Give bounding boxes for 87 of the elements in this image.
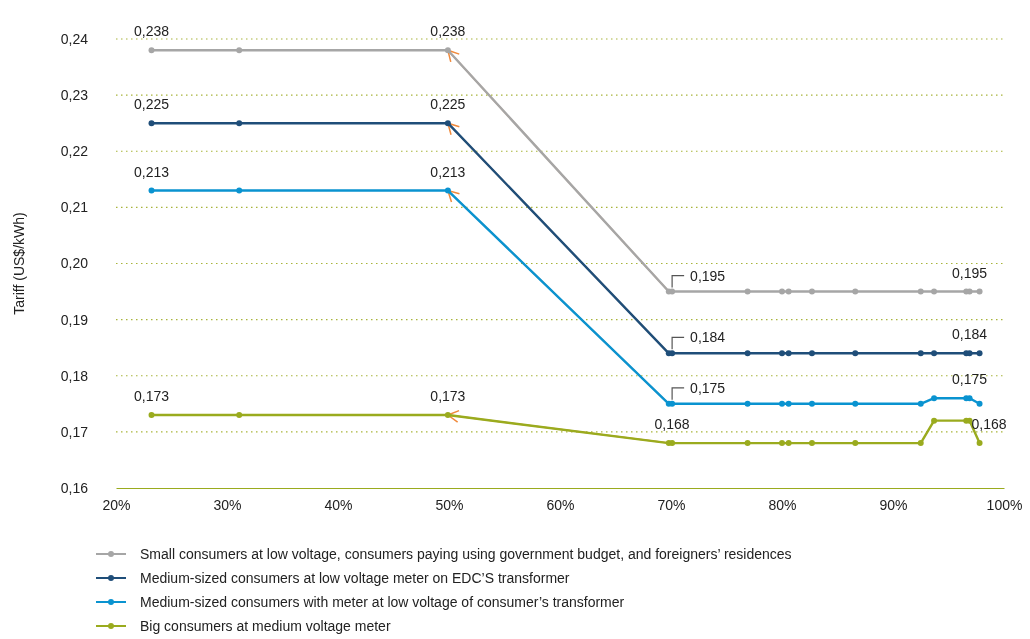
point [931, 288, 938, 295]
point [669, 440, 676, 447]
point [236, 47, 243, 54]
x-tick-label: 90% [879, 496, 908, 513]
point [852, 440, 859, 447]
x-tick-label: 60% [546, 496, 575, 513]
x-tick-label: 100% [986, 496, 1023, 513]
point [444, 120, 451, 127]
y-tick-label: 0,24 [60, 30, 89, 47]
point [148, 412, 155, 419]
x-tick-label: 80% [768, 496, 797, 513]
point [744, 440, 751, 447]
point [785, 288, 792, 295]
point [808, 350, 815, 357]
annotation: 0,175 [690, 379, 726, 396]
point [785, 400, 792, 407]
point [669, 288, 676, 295]
point [744, 288, 751, 295]
x-tick-label: 30% [213, 496, 242, 513]
point [852, 350, 859, 357]
point [148, 47, 155, 54]
point [669, 400, 676, 407]
x-tick-label: 50% [435, 496, 464, 513]
annotation: 0,168 [971, 416, 1007, 433]
point [779, 350, 785, 357]
x-tick-label: 70% [657, 496, 686, 513]
point [779, 400, 785, 407]
point [236, 412, 243, 419]
point [976, 288, 983, 295]
annotation: 0,225 [430, 96, 466, 113]
point [976, 400, 983, 407]
legend-label: Medium-sized consumers with meter at low voltage of consumer’s transformer [140, 594, 625, 610]
annotation: 0,238 [430, 23, 466, 40]
annotation: 0,213 [134, 163, 170, 180]
annotation: 0,175 [952, 371, 988, 388]
y-tick-label: 0,19 [60, 311, 89, 328]
point [917, 400, 924, 407]
point [808, 440, 815, 447]
legend-label: Medium-sized consumers at low voltage meter on EDC’S transformer [140, 570, 570, 586]
annotation: 0,173 [430, 388, 466, 405]
point [779, 440, 785, 447]
point [236, 187, 243, 194]
annotation: 0,184 [690, 329, 726, 346]
point [931, 417, 938, 424]
annotation: 0,195 [952, 264, 988, 281]
point [785, 440, 792, 447]
point [917, 440, 924, 447]
y-tick-label: 0,21 [60, 199, 89, 216]
point [852, 400, 859, 407]
point [976, 350, 983, 357]
y-tick-label: 0,16 [60, 479, 89, 496]
annotation: 0,213 [430, 163, 466, 180]
x-tick-label: 40% [324, 496, 353, 513]
legend-label: Big consumers at medium voltage meter [140, 618, 391, 634]
point [744, 400, 751, 407]
y-axis-title: Tariff (US$/kWh) [11, 212, 27, 315]
point [236, 120, 243, 127]
annotation: 0,173 [134, 388, 170, 405]
point [917, 288, 924, 295]
point [444, 47, 451, 54]
y-tick-label: 0,17 [60, 423, 89, 440]
point [852, 288, 859, 295]
annotation: 0,225 [134, 96, 170, 113]
point [148, 120, 155, 127]
y-tick-label: 0,20 [60, 255, 89, 272]
annotation: 0,184 [952, 326, 988, 343]
point [931, 350, 938, 357]
point [669, 350, 676, 357]
point [744, 350, 751, 357]
point [976, 440, 983, 447]
point [779, 288, 785, 295]
point [917, 350, 924, 357]
annotation: 0,238 [134, 23, 170, 40]
point [444, 187, 451, 194]
annotation: 0,168 [654, 416, 690, 433]
point [444, 412, 451, 419]
annotation: 0,195 [690, 267, 726, 284]
x-tick-label: 20% [102, 496, 131, 513]
point [148, 187, 155, 194]
y-tick-label: 0,18 [60, 367, 89, 384]
point [785, 350, 792, 357]
y-tick-label: 0,23 [60, 87, 89, 104]
point [808, 288, 815, 295]
y-tick-label: 0,22 [60, 143, 89, 160]
point [808, 400, 815, 407]
point [931, 395, 938, 402]
legend-label: Small consumers at low voltage, consumers paying using government budget, and foreigners’ residences [140, 546, 792, 562]
